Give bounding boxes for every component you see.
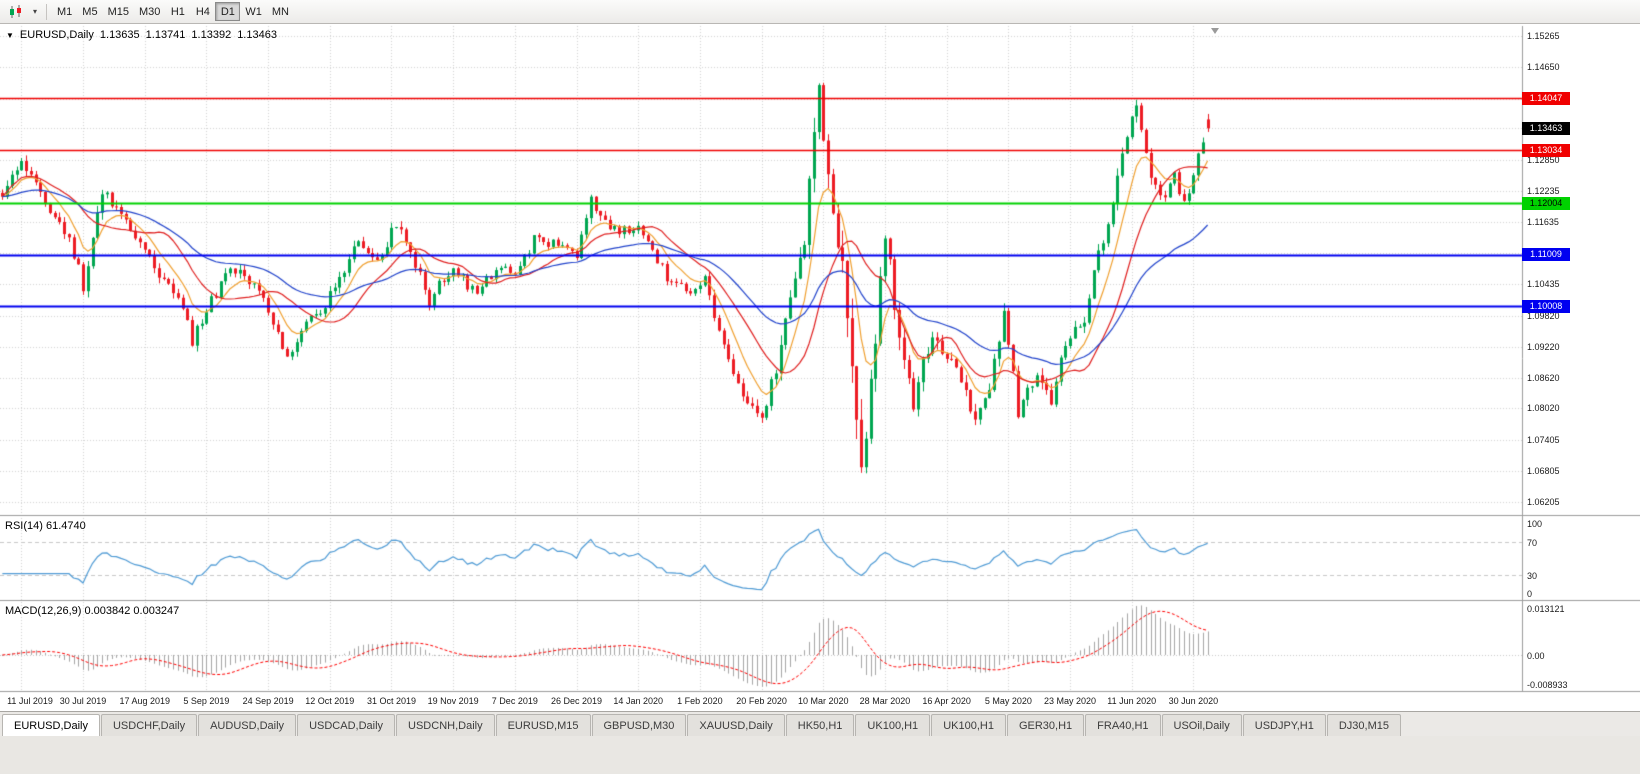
price-tick-label: 1.07405	[1527, 435, 1560, 446]
chevron-down-icon: ▾	[33, 7, 38, 16]
macd-scale-label: 0.00	[1527, 650, 1545, 661]
macd-scale-label: -0.008933	[1527, 680, 1568, 690]
timeframe-button-m15[interactable]: M15	[107, 5, 129, 18]
chart-tab-usdjpy-h1[interactable]: USDJPY,H1	[1242, 714, 1326, 736]
date-label: 20 Feb 2020	[736, 696, 787, 706]
timeframe-button-h4[interactable]: H4	[195, 5, 210, 18]
chart-type-dropdown[interactable]: ▾	[29, 2, 41, 21]
legend-triangle-icon: ▼	[6, 30, 14, 40]
date-label: 17 Aug 2019	[119, 696, 170, 706]
date-label: 26 Dec 2019	[550, 696, 603, 706]
legend-open: 1.13635	[99, 29, 140, 41]
timeframe-button-d1[interactable]: D1	[215, 2, 241, 21]
timeframe-button-w1[interactable]: W1	[245, 5, 262, 18]
timeframe-button-m5[interactable]: M5	[82, 5, 98, 18]
date-label: 31 Oct 2019	[366, 696, 416, 706]
candlestick-chart-icon	[10, 4, 21, 18]
chart-shift-marker-icon[interactable]	[1211, 28, 1219, 34]
symbol-legend: ▼ EURUSD,Daily 1.13635 1.13741 1.13392 1…	[6, 29, 277, 41]
timeframe-button-mn[interactable]: MN	[271, 5, 289, 18]
date-label: 12 Oct 2019	[305, 696, 355, 706]
date-label: 24 Sep 2019	[242, 696, 294, 706]
chart-tab-eurusd-daily[interactable]: EURUSD,Daily	[2, 714, 100, 736]
price-tick-label: 1.12850	[1527, 154, 1560, 165]
chart-tab-usdcnh-daily[interactable]: USDCNH,Daily	[396, 714, 495, 736]
price-chart-canvas[interactable]	[0, 24, 1640, 711]
date-label: 16 Apr 2020	[922, 696, 971, 706]
chart-area: ▼ EURUSD,Daily 1.13635 1.13741 1.13392 1…	[0, 24, 1640, 711]
price-tick-label: 1.09220	[1527, 341, 1560, 352]
rsi-scale-label: 100	[1527, 519, 1543, 529]
date-label: 23 May 2020	[1043, 696, 1097, 706]
toolbar-separator	[46, 3, 48, 20]
level-price-badge: 1.14047	[1522, 92, 1570, 105]
price-tick-label: 1.15265	[1527, 30, 1560, 41]
rsi-scale-label: 0	[1527, 589, 1533, 599]
level-price-badge: 1.11009	[1522, 248, 1570, 261]
date-label: 11 Jul 2019	[7, 696, 53, 706]
price-tick-label: 1.08020	[1527, 403, 1560, 414]
price-tick-label: 1.11635	[1527, 217, 1559, 228]
date-label: 30 Jul 2019	[59, 696, 107, 706]
rsi-indicator-title: RSI(14) 61.4740	[5, 520, 86, 532]
chart-tab-uk100-h1[interactable]: UK100,H1	[855, 714, 931, 736]
price-tick-label: 1.12235	[1527, 186, 1560, 197]
chart-type-button[interactable]	[4, 2, 28, 21]
level-price-badge: 1.10008	[1522, 300, 1570, 313]
bottom-filler	[0, 736, 1640, 774]
macd-indicator-title: MACD(12,26,9) 0.003842 0.003247	[5, 605, 180, 617]
timeframe-buttons: M1 M5 M15 M30 H1 H4 D1 W1 MN	[52, 2, 294, 21]
date-label: 10 Mar 2020	[797, 696, 849, 706]
timeframe-button-h1[interactable]: H1	[170, 5, 185, 18]
level-price-badge: 1.13034	[1522, 144, 1570, 157]
chart-tab-gbpusd-m30[interactable]: GBPUSD,M30	[591, 714, 687, 736]
chart-tab-ger30-h1[interactable]: GER30,H1	[1006, 714, 1085, 736]
chart-tab-dj30-m15[interactable]: DJ30,M15	[1326, 714, 1401, 736]
legend-close: 1.13463	[237, 29, 277, 41]
legend-symbol: EURUSD,Daily	[19, 29, 94, 41]
date-label: 5 Sep 2019	[183, 696, 230, 706]
chart-tab-audusd-daily[interactable]: AUDUSD,Daily	[198, 714, 297, 736]
price-tick-label: 1.06805	[1527, 465, 1560, 476]
chart-tab-xauusd-daily[interactable]: XAUUSD,Daily	[687, 714, 785, 736]
level-price-badge: 1.12004	[1522, 197, 1570, 210]
rsi-scale-label: 70	[1527, 537, 1538, 548]
chart-tabbar: EURUSD,Daily USDCHF,Daily AUDUSD,Daily USDC…	[0, 711, 1640, 736]
price-tick-label: 1.14650	[1527, 62, 1560, 73]
legend-high: 1.13741	[145, 29, 186, 41]
timeframe-button-m30[interactable]: M30	[138, 5, 161, 18]
chart-tab-usdchf-daily[interactable]: USDCHF,Daily	[100, 714, 198, 736]
top-toolbar: ▾ M1 M5 M15 M30 H1 H4 D1 W1 MN	[0, 0, 1640, 24]
legend-low: 1.13392	[191, 29, 232, 41]
chart-tab-uk100-h1[interactable]: UK100,H1	[931, 714, 1006, 736]
chart-tab-eurusd-m15[interactable]: EURUSD,M15	[495, 714, 591, 736]
date-label: 28 Mar 2020	[859, 696, 911, 706]
price-tick-label: 1.06205	[1527, 496, 1560, 507]
date-label: 5 May 2020	[984, 696, 1032, 706]
date-label: 19 Nov 2019	[427, 696, 479, 706]
timeframe-button-m1[interactable]: M1	[57, 5, 73, 18]
date-label: 7 Dec 2019	[491, 696, 538, 706]
rsi-scale-label: 30	[1527, 571, 1538, 582]
chart-tab-usdcad-daily[interactable]: USDCAD,Daily	[297, 714, 396, 736]
chart-tab-usoil-daily[interactable]: USOil,Daily	[1161, 714, 1242, 736]
macd-scale-label: 0.013121	[1527, 604, 1565, 614]
price-tick-label: 1.10435	[1527, 279, 1560, 290]
chart-tab-fra40-h1[interactable]: FRA40,H1	[1085, 714, 1161, 736]
chart-tab-hk50-h1[interactable]: HK50,H1	[785, 714, 855, 736]
date-label: 30 Jun 2020	[1168, 696, 1219, 706]
current-price-badge: 1.13463	[1522, 122, 1570, 135]
price-tick-label: 1.09820	[1527, 310, 1560, 321]
date-label: 14 Jan 2020	[613, 696, 663, 706]
date-label: 1 Feb 2020	[677, 696, 723, 706]
price-tick-label: 1.08620	[1527, 372, 1560, 383]
date-label: 11 Jun 2020	[1107, 696, 1157, 706]
